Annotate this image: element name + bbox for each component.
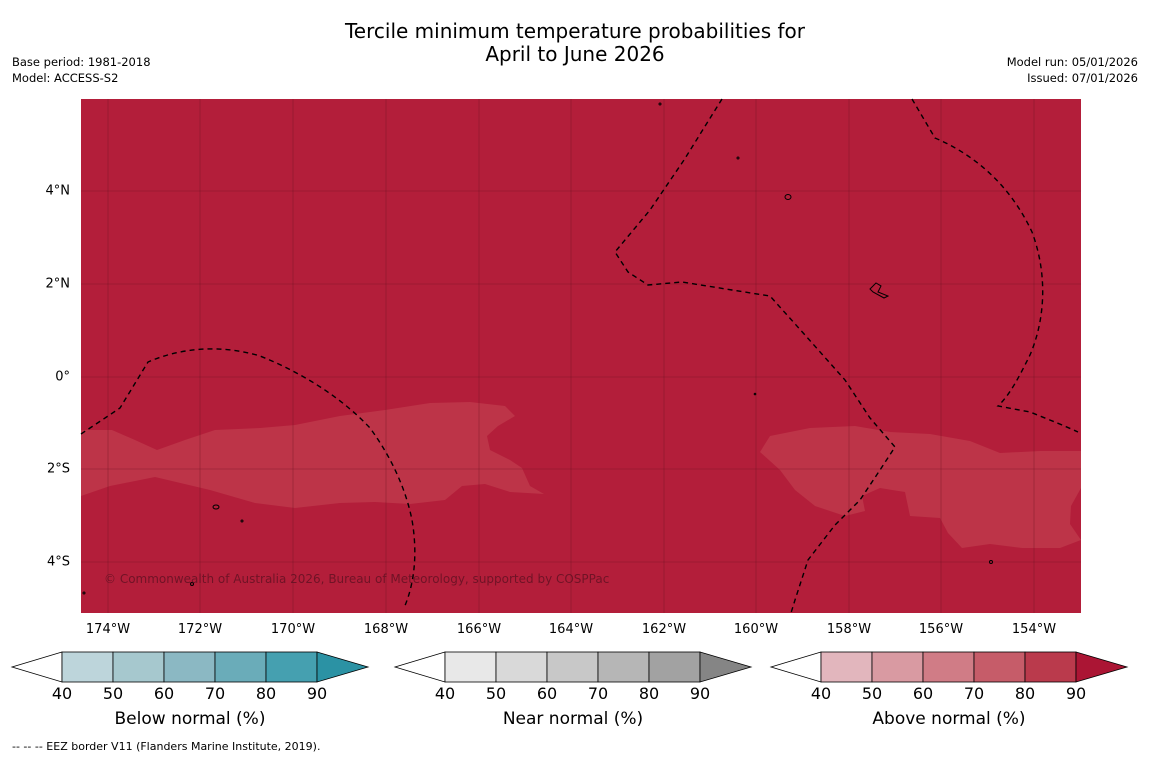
colorbar-below-normal — [10, 651, 370, 683]
island — [82, 591, 86, 595]
lon-label-160w: 160°W — [733, 622, 779, 637]
island — [869, 282, 890, 299]
cb-below-seg-60-70 — [163, 651, 216, 683]
lon-label-158w: 158°W — [826, 622, 872, 637]
lat-label-2n: 2°N — [45, 276, 71, 292]
cb-below-tick: 80 — [255, 684, 277, 703]
cb-near-tick: 80 — [638, 684, 660, 703]
cb-near-seg-80-90 — [648, 651, 701, 683]
cb-below-tick: 90 — [306, 684, 328, 703]
cb-above-seg-70-80 — [973, 651, 1026, 683]
cb-near-label: Near normal (%) — [502, 709, 644, 729]
cb-near-tick: 70 — [587, 684, 609, 703]
lon-label-170w: 170°W — [270, 622, 316, 637]
lon-label-166w: 166°W — [456, 622, 502, 637]
light-region-east — [760, 426, 1081, 548]
lat-label-0: 0° — [55, 369, 70, 385]
cb-above-tick: 80 — [1014, 684, 1036, 703]
island — [658, 102, 662, 106]
gridlines — [81, 99, 1081, 613]
light-region-west — [81, 402, 544, 508]
cb-above-seg-50-60 — [871, 651, 924, 683]
title-line-2: April to June 2026 — [485, 42, 665, 66]
lat-label-2s: 2°S — [46, 461, 70, 477]
eez-border-east — [911, 98, 1079, 433]
cb-below-label: Below normal (%) — [114, 709, 266, 729]
cb-near-tick: 50 — [485, 684, 507, 703]
cb-near-tick: 90 — [689, 684, 711, 703]
island — [784, 194, 792, 200]
cb-above-seg-over — [1075, 651, 1129, 683]
lat-label-4n: 4°N — [45, 183, 71, 199]
island — [753, 392, 757, 396]
cb-above-tick: 90 — [1065, 684, 1087, 703]
cb-near-seg-40-50 — [444, 651, 497, 683]
meta-right: Model run: 05/01/2026 Issued: 07/01/2026 — [1007, 54, 1138, 86]
cb-below-seg-over — [316, 651, 370, 683]
lon-label-154w: 154°W — [1011, 622, 1057, 637]
title-line-1: Tercile minimum temperature probabilitie… — [344, 19, 806, 43]
island — [240, 519, 244, 523]
cb-near-seg-under — [393, 651, 446, 683]
cb-near-seg-50-60 — [495, 651, 548, 683]
lon-label-156w: 156°W — [918, 622, 964, 637]
lon-label-172w: 172°W — [177, 622, 223, 637]
copyright-notice: © Commonwealth of Australia 2026, Bureau… — [104, 572, 610, 586]
cb-above-seg-60-70 — [922, 651, 975, 683]
cb-below-tick: 50 — [102, 684, 124, 703]
island — [212, 504, 220, 510]
eez-borders — [80, 98, 1079, 614]
issued-date: Issued: 07/01/2026 — [1027, 71, 1138, 85]
cb-near-tick: 40 — [434, 684, 456, 703]
model-run: Model run: 05/01/2026 — [1006, 55, 1138, 69]
eez-footnote: -- -- -- EEZ border V11 (Flanders Marine… — [12, 740, 321, 753]
cb-above-tick: 70 — [963, 684, 985, 703]
colorbar-above-normal — [769, 651, 1129, 683]
map-background — [81, 99, 1081, 613]
island — [736, 156, 740, 160]
meta-left: Base period: 1981-2018 Model: ACCESS-S2 — [12, 54, 151, 86]
cb-above-tick: 50 — [861, 684, 883, 703]
cb-above-tick: 60 — [912, 684, 934, 703]
cb-below-tick: 40 — [51, 684, 73, 703]
cb-above-tick: 40 — [810, 684, 832, 703]
cb-below-seg-70-80 — [214, 651, 267, 683]
cb-above-label: Above normal (%) — [872, 709, 1026, 729]
island — [190, 582, 194, 586]
model-name: Model: ACCESS-S2 — [12, 71, 119, 85]
lon-label-168w: 168°W — [363, 622, 409, 637]
eez-border-west — [80, 348, 416, 609]
lon-label-174w: 174°W — [85, 622, 131, 637]
cb-below-seg-40-50 — [61, 651, 114, 683]
cb-near-seg-60-70 — [546, 651, 599, 683]
islands — [82, 102, 993, 595]
colorbar-near-normal — [393, 651, 753, 683]
cb-below-seg-50-60 — [112, 651, 165, 683]
cb-above-seg-80-90 — [1024, 651, 1077, 683]
lat-label-4s: 4°S — [46, 554, 70, 570]
island — [989, 560, 993, 564]
cb-above-seg-under — [769, 651, 822, 683]
cb-below-tick: 60 — [153, 684, 175, 703]
cb-below-seg-80-90 — [265, 651, 318, 683]
cb-above-seg-40-50 — [820, 651, 873, 683]
cb-near-seg-over — [699, 651, 753, 683]
cb-below-tick: 70 — [204, 684, 226, 703]
lon-label-164w: 164°W — [548, 622, 594, 637]
lon-label-162w: 162°W — [641, 622, 687, 637]
cb-near-seg-70-80 — [597, 651, 650, 683]
base-period: Base period: 1981-2018 — [12, 55, 151, 69]
cb-below-seg-under — [10, 651, 63, 683]
cb-near-tick: 60 — [536, 684, 558, 703]
